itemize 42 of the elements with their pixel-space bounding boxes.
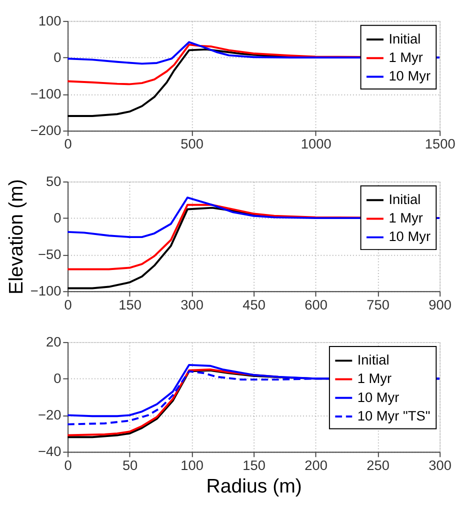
legend-label: Initial [388, 31, 421, 46]
x-tick-label: 50 [122, 458, 138, 473]
x-tick-label: 0 [64, 297, 72, 312]
y-tick-label: −50 [38, 247, 62, 262]
y-tick-label: −40 [38, 444, 62, 460]
x-tick-label: 100 [180, 458, 204, 473]
x-tick-label: 1000 [300, 136, 332, 152]
x-tick-label: 0 [64, 458, 72, 473]
y-tick-label: −20 [38, 408, 62, 423]
y-tick-label: 0 [54, 371, 62, 386]
x-tick-label: 500 [180, 136, 204, 152]
x-tick-label: 600 [304, 297, 328, 312]
legend-label: Initial [357, 352, 390, 368]
legend-label: 10 Myr [388, 68, 431, 84]
legend-label: Initial [388, 192, 421, 208]
legend-label: 1 Myr [357, 371, 392, 386]
y-tick-label: 20 [46, 334, 62, 350]
x-tick-label: 450 [242, 297, 266, 312]
legend-label: 10 Myr [357, 390, 400, 405]
x-tick-label: 300 [428, 458, 452, 473]
x-axis-title: Radius (m) [206, 475, 302, 498]
x-tick-label: 150 [118, 297, 142, 312]
x-tick-label: 150 [242, 458, 266, 473]
y-tick-label: 100 [38, 13, 62, 28]
y-tick-label: 0 [54, 50, 62, 65]
x-tick-label: 250 [366, 458, 390, 473]
x-tick-label: 200 [304, 458, 328, 473]
x-tick-label: 1500 [424, 136, 456, 152]
x-tick-label: 300 [180, 297, 204, 312]
legend-label: 1 Myr [388, 50, 424, 66]
y-axis-title: Elevation (m) [5, 179, 28, 294]
y-tick-label: −100 [30, 284, 62, 299]
y-tick-label: 0 [54, 210, 62, 226]
y-tick-label: −100 [30, 86, 62, 102]
x-tick-label: 0 [64, 136, 72, 152]
x-tick-label: 900 [428, 297, 452, 312]
legend-label: 10 Myr "TS" [357, 408, 430, 424]
legend-label: 10 Myr [388, 229, 431, 244]
y-tick-label: 50 [46, 174, 62, 189]
x-tick-label: 750 [366, 297, 390, 312]
legend-label: 1 Myr [388, 210, 424, 226]
y-tick-label: −200 [30, 123, 62, 138]
